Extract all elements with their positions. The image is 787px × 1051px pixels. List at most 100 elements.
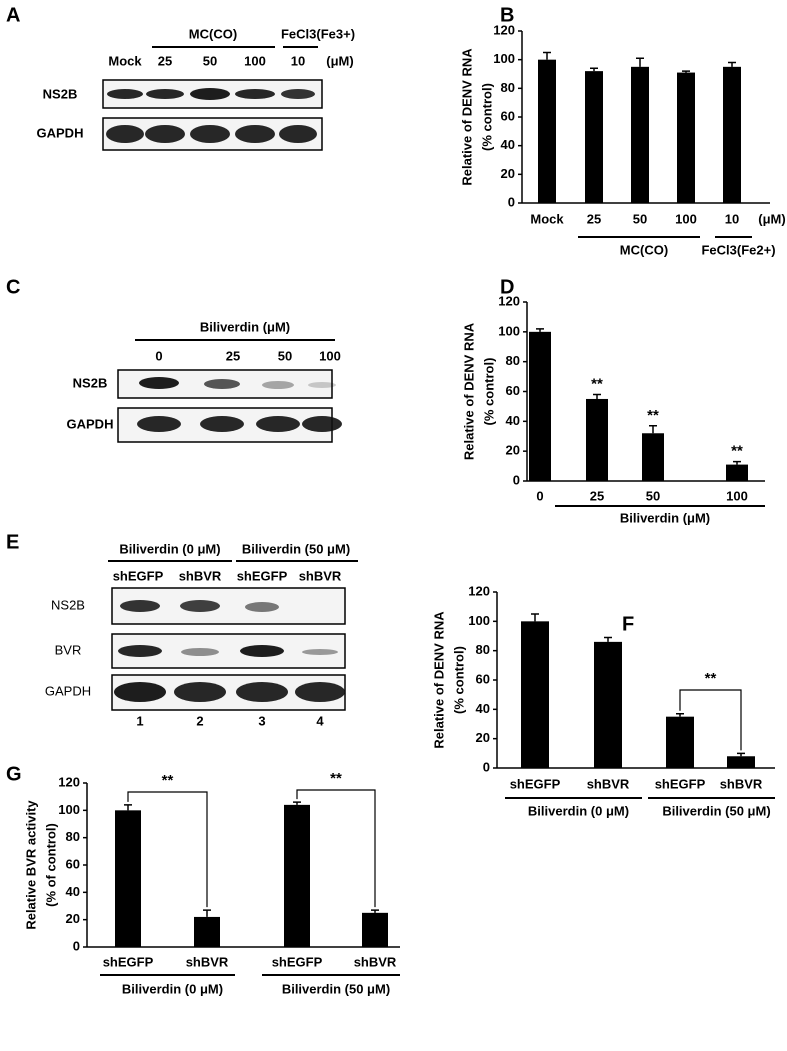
x-tick-label: shEGFP xyxy=(103,954,154,969)
row-label: GAPDH xyxy=(37,125,84,140)
band xyxy=(308,382,336,388)
lane-number: 4 xyxy=(316,713,324,728)
y-axis-label: Relative of DENV RNA xyxy=(431,611,446,749)
error-bar xyxy=(590,67,598,72)
bracket-label: ** xyxy=(330,770,342,787)
group-label: FeCl3(Fe3+) xyxy=(281,26,355,41)
row-label: NS2B xyxy=(51,597,85,612)
band xyxy=(256,416,300,432)
x-tick-label: shBVR xyxy=(354,954,397,969)
error-bar xyxy=(676,712,684,717)
group-label: MC(CO) xyxy=(620,242,668,257)
band xyxy=(145,125,185,143)
band xyxy=(262,381,294,389)
x-tick-label: 10 xyxy=(725,211,739,226)
y-tick-label: 120 xyxy=(58,774,80,789)
bar xyxy=(194,916,220,947)
band xyxy=(235,125,275,143)
x-tick-label: 25 xyxy=(587,211,601,226)
bar xyxy=(586,398,608,481)
bar xyxy=(677,72,695,203)
bar xyxy=(594,641,622,768)
y-tick-label: 80 xyxy=(476,642,490,657)
band xyxy=(107,89,143,99)
y-tick-label: 60 xyxy=(476,671,490,686)
panel-letter: C xyxy=(6,276,20,298)
bracket-label: ** xyxy=(705,670,717,687)
band xyxy=(137,416,181,432)
bar xyxy=(727,756,755,768)
row-label: GAPDH xyxy=(67,416,114,431)
y-tick-label: 120 xyxy=(468,583,490,598)
bands xyxy=(137,377,342,432)
unit-label: (μM) xyxy=(326,53,353,68)
y-tick-label: 80 xyxy=(501,80,515,95)
significance-label: ** xyxy=(591,375,603,392)
x-tick-label: 50 xyxy=(633,211,647,226)
y-tick-label: 60 xyxy=(66,856,80,871)
group-label: Biliverdin (0 μM) xyxy=(528,803,629,818)
row-label: NS2B xyxy=(43,86,78,101)
x-tick-label: Mock xyxy=(530,211,564,226)
bar xyxy=(521,621,549,768)
error-bar xyxy=(203,909,211,917)
group-label: Biliverdin (50 μM) xyxy=(662,803,770,818)
y-tick-label: 80 xyxy=(66,829,80,844)
bar xyxy=(115,810,141,947)
y-axis-label: Relative of DENV RNA xyxy=(461,322,476,460)
group-label: Biliverdin (μM) xyxy=(620,510,710,525)
lane-number: 3 xyxy=(258,713,265,728)
band xyxy=(279,125,317,143)
y-axis-label: Relative of DENV RNA xyxy=(459,48,474,186)
panel-letter: A xyxy=(6,4,20,26)
significance-label: ** xyxy=(647,407,659,424)
band xyxy=(302,416,342,432)
error-bar xyxy=(737,752,745,757)
bands xyxy=(106,88,317,143)
bar xyxy=(362,912,388,947)
band xyxy=(295,682,345,702)
bar xyxy=(585,71,603,203)
band xyxy=(190,88,230,100)
y-tick-label: 0 xyxy=(73,938,80,953)
error-bar xyxy=(543,51,551,60)
band xyxy=(204,379,240,389)
x-tick-label: shBVR xyxy=(587,776,630,791)
lane-label: 25 xyxy=(226,348,240,363)
y-axis-label: Relative BVR activity xyxy=(23,800,38,930)
band xyxy=(139,377,179,389)
y-tick-label: 100 xyxy=(493,51,515,66)
bar xyxy=(529,331,551,481)
y-tick-label: 20 xyxy=(506,443,520,458)
bands xyxy=(114,600,345,702)
bracket xyxy=(127,791,208,908)
lane-label: shEGFP xyxy=(237,568,288,583)
y-tick-label: 100 xyxy=(468,613,490,628)
y-axis-label: (% control) xyxy=(451,646,466,714)
panel-letter: F xyxy=(622,613,634,635)
band xyxy=(174,682,226,702)
group-label: Biliverdin (0 μM) xyxy=(122,981,223,996)
y-tick-label: 0 xyxy=(483,759,490,774)
unit-label: (μM) xyxy=(758,211,785,226)
y-tick-label: 0 xyxy=(508,194,515,209)
band xyxy=(281,89,315,99)
lane-label: 100 xyxy=(244,53,266,68)
group-label: MC(CO) xyxy=(189,26,237,41)
y-tick-label: 40 xyxy=(501,137,515,152)
bar xyxy=(284,804,310,947)
x-tick-label: 0 xyxy=(536,488,543,503)
y-tick-label: 40 xyxy=(476,701,490,716)
y-tick-label: 0 xyxy=(513,472,520,487)
bar xyxy=(723,66,741,203)
error-bar xyxy=(293,801,301,805)
error-bar xyxy=(531,613,539,622)
error-bar xyxy=(536,328,544,332)
bar xyxy=(642,433,664,481)
band xyxy=(200,416,244,432)
y-tick-label: 120 xyxy=(498,293,520,308)
bar xyxy=(538,59,556,203)
y-tick-label: 80 xyxy=(506,353,520,368)
band xyxy=(235,89,275,99)
